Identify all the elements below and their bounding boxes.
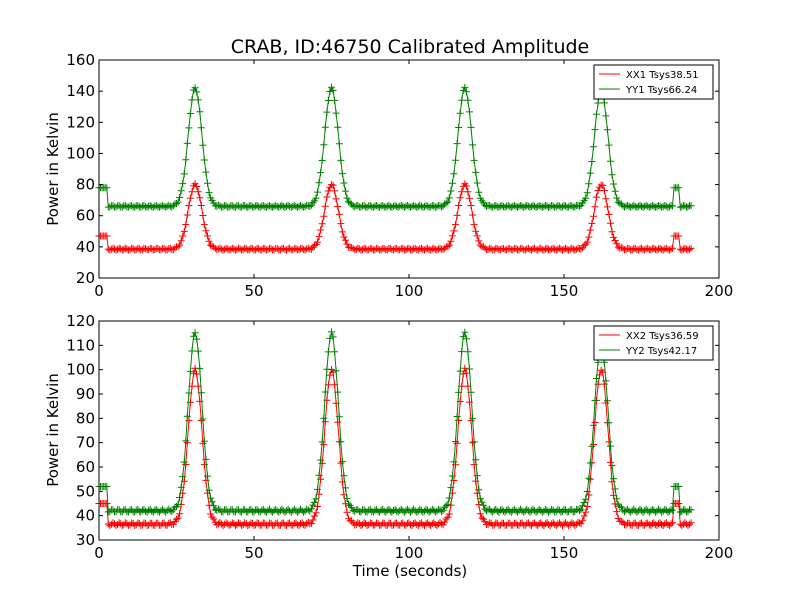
bottom-legend: XX2 Tsys36.59 YY2 Tsys42.17 [593, 325, 714, 361]
x-tick-label: 0 [94, 282, 104, 300]
y-tick-label: 60 [76, 458, 95, 476]
y-tick-label: 140 [66, 82, 95, 100]
bottom-chart: 0 50 100 150 200 30 40 50 60 70 80 90 100 110 120 Powe… [44, 312, 733, 580]
y-tick-label: 40 [76, 507, 95, 525]
series-xx1 [95, 180, 695, 254]
top-ticks: 0 50 100 150 200 20 40 60 80 100 120 140 160 [66, 51, 733, 300]
y-tick-label: 80 [76, 176, 95, 194]
top-legend-label-xx1: XX1 Tsys38.51 [626, 70, 699, 81]
x-tick-label: 200 [705, 282, 734, 300]
y-tick-label: 70 [76, 434, 95, 452]
y-tick-label: 160 [66, 51, 95, 69]
x-tick-label: 200 [705, 544, 734, 562]
x-tick-label: 50 [244, 544, 263, 562]
chart-title: CRAB, ID:46750 Calibrated Amplitude [231, 36, 590, 58]
top-chart: CRAB, ID:46750 Calibrated Amplitude 0 50 1… [44, 36, 733, 300]
x-tick-label: 50 [244, 282, 263, 300]
x-tick-label: 100 [395, 544, 424, 562]
y-tick-label: 50 [76, 482, 95, 500]
y-tick-label: 20 [76, 269, 95, 287]
y-tick-label: 100 [66, 144, 95, 162]
y-tick-label: 40 [76, 238, 95, 256]
x-tick-label: 150 [550, 282, 579, 300]
y-tick-label: 100 [66, 361, 95, 379]
y-tick-label: 110 [66, 336, 95, 354]
bottom-x-axis-label: Time (seconds) [352, 562, 468, 580]
top-y-axis-label: Power in Kelvin [44, 112, 62, 226]
y-tick-label: 120 [66, 113, 95, 131]
top-legend-label-yy1: YY1 Tsys66.24 [625, 85, 697, 96]
y-tick-label: 60 [76, 207, 95, 225]
series-yy2 [95, 328, 695, 516]
bottom-ticks: 0 50 100 150 200 30 40 50 60 70 80 90 100 110 120 [66, 312, 733, 562]
top-legend: XX1 Tsys38.51 YY1 Tsys66.24 [593, 64, 714, 100]
top-legend-box [593, 64, 714, 100]
y-tick-label: 120 [66, 312, 95, 330]
bottom-legend-label-xx2: XX2 Tsys36.59 [626, 331, 699, 342]
bottom-legend-label-yy2: YY2 Tsys42.17 [625, 346, 697, 357]
y-tick-label: 80 [76, 409, 95, 427]
y-tick-label: 90 [76, 385, 95, 403]
x-tick-label: 150 [550, 544, 579, 562]
x-tick-label: 100 [395, 282, 424, 300]
y-tick-label: 30 [76, 531, 95, 549]
bottom-y-axis-label: Power in Kelvin [44, 373, 62, 487]
bottom-legend-box [593, 325, 714, 361]
x-tick-label: 0 [94, 544, 104, 562]
